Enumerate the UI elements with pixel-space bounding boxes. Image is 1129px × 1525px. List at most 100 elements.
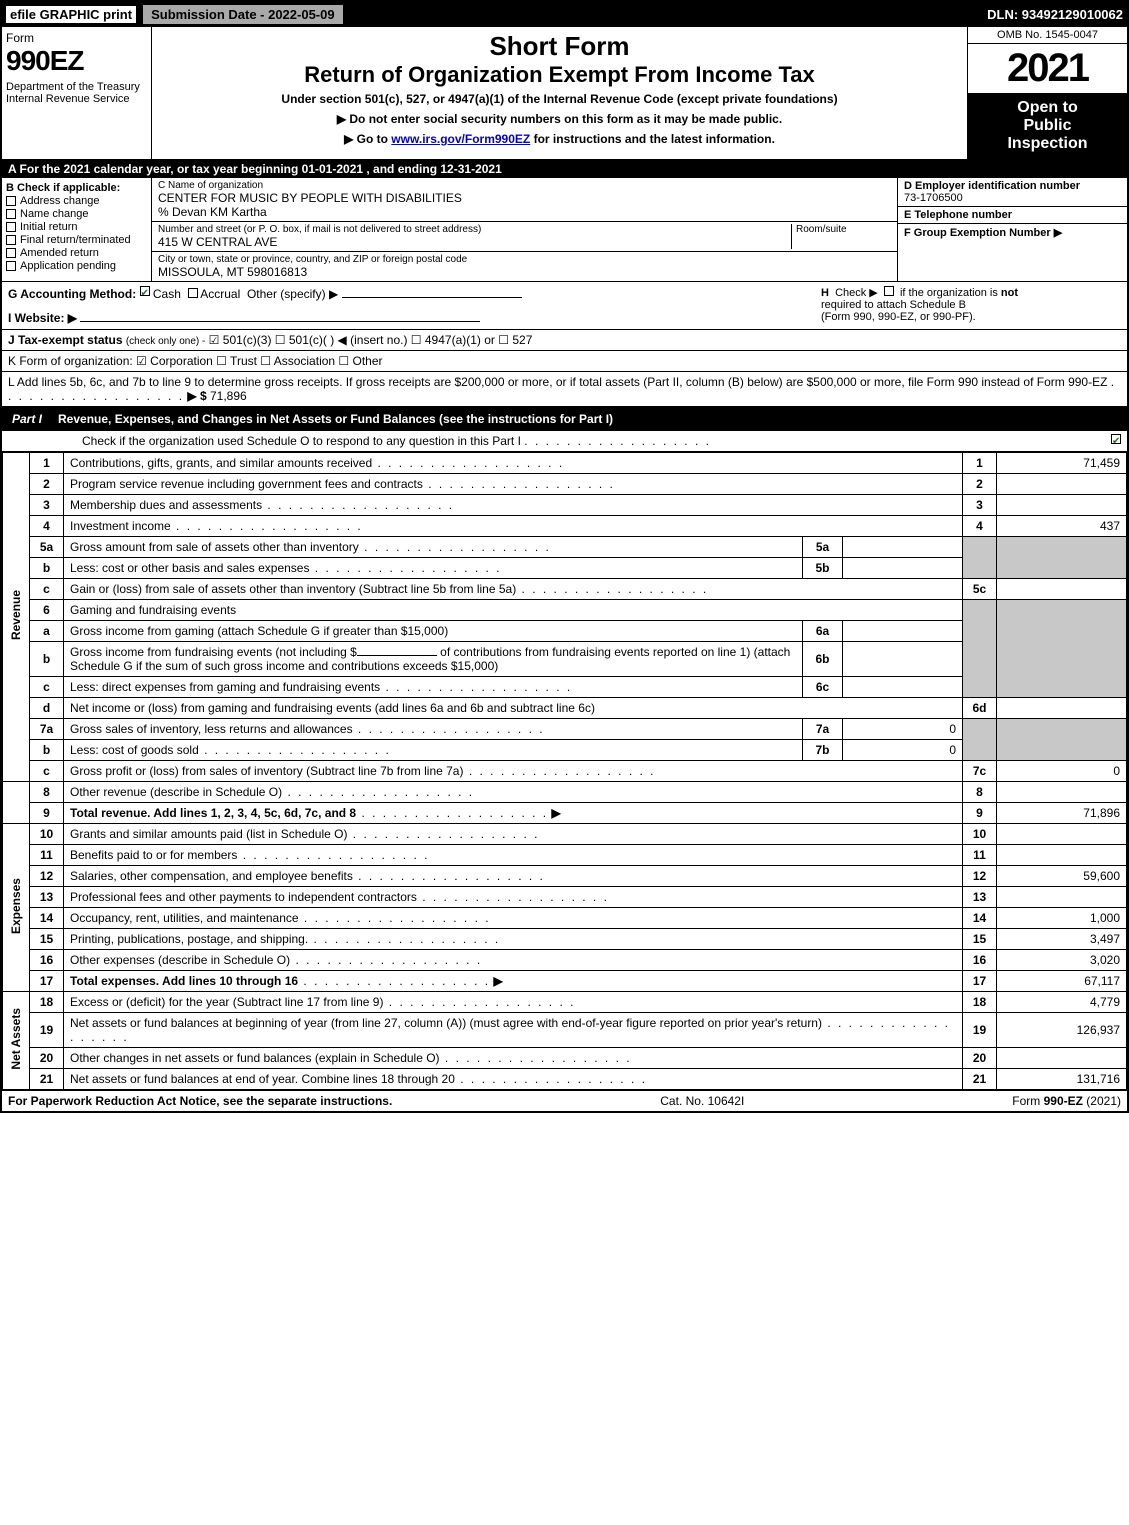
checkbox-icon[interactable] — [6, 235, 16, 245]
care-of: % Devan KM Kartha — [158, 205, 891, 219]
desc-19: Net assets or fund balances at beginning… — [64, 1013, 963, 1048]
sub-5b: 5b — [803, 558, 843, 579]
desc-14: Occupancy, rent, utilities, and maintena… — [64, 908, 963, 929]
num-20: 20 — [963, 1048, 997, 1069]
h-line2: required to attach Schedule B — [821, 299, 1121, 311]
num-10: 10 — [963, 824, 997, 845]
num-4: 4 — [963, 516, 997, 537]
irs-link[interactable]: www.irs.gov/Form990EZ — [391, 132, 530, 146]
checkbox-icon[interactable] — [6, 261, 16, 271]
l-value: 71,896 — [210, 389, 247, 403]
topbar: efile GRAPHIC print Submission Date - 20… — [2, 2, 1127, 27]
tel-block: E Telephone number — [898, 207, 1127, 224]
desc-6c: Less: direct expenses from gaming and fu… — [64, 677, 803, 698]
sub-7a: 7a — [803, 719, 843, 740]
desc-13: Professional fees and other payments to … — [64, 887, 963, 908]
ln-2: 2 — [30, 474, 64, 495]
desc-6: Gaming and fundraising events — [64, 600, 963, 621]
amt-10 — [997, 824, 1127, 845]
chk-final-return[interactable]: Final return/terminated — [6, 234, 147, 246]
submission-date-box: Submission Date - 2022-05-09 — [142, 4, 344, 25]
return-title: Return of Organization Exempt From Incom… — [156, 62, 963, 88]
checkbox-icon[interactable] — [6, 196, 16, 206]
num-12: 12 — [963, 866, 997, 887]
amt-12: 59,600 — [997, 866, 1127, 887]
part1-check-line: Check if the organization used Schedule … — [2, 431, 1127, 452]
ln-14: 14 — [30, 908, 64, 929]
footer-left: For Paperwork Reduction Act Notice, see … — [8, 1094, 392, 1108]
amt-11 — [997, 845, 1127, 866]
num-13: 13 — [963, 887, 997, 908]
instr2-post: for instructions and the latest informat… — [530, 132, 775, 146]
desc-6a: Gross income from gaming (attach Schedul… — [64, 621, 803, 642]
col-b-header: B Check if applicable: — [6, 182, 147, 194]
desc-7b: Less: cost of goods sold — [64, 740, 803, 761]
under-section: Under section 501(c), 527, or 4947(a)(1)… — [156, 92, 963, 106]
chk-accrual[interactable] — [188, 288, 198, 298]
omb-number: OMB No. 1545-0047 — [968, 27, 1127, 44]
header-right: OMB No. 1545-0047 2021 Open to Public In… — [967, 27, 1127, 159]
desc-6b: Gross income from fundraising events (no… — [64, 642, 803, 677]
checkbox-icon[interactable] — [6, 222, 16, 232]
num-1: 1 — [963, 453, 997, 474]
amt-17: 67,117 — [997, 971, 1127, 992]
sub-6c: 6c — [803, 677, 843, 698]
ln-18: 18 — [30, 992, 64, 1013]
desc-16: Other expenses (describe in Schedule O) — [64, 950, 963, 971]
tel-label: E Telephone number — [904, 209, 1121, 221]
checkbox-icon[interactable] — [6, 209, 16, 219]
amt-20 — [997, 1048, 1127, 1069]
chk-schedule-o[interactable] — [1111, 434, 1121, 444]
ln-6d: d — [30, 698, 64, 719]
chk-h[interactable] — [884, 286, 894, 296]
chk-initial-return[interactable]: Initial return — [6, 221, 147, 233]
num-6d: 6d — [963, 698, 997, 719]
ln-4: 4 — [30, 516, 64, 537]
section-bcd: B Check if applicable: Address change Na… — [2, 178, 1127, 282]
num-3: 3 — [963, 495, 997, 516]
checkbox-icon[interactable] — [6, 248, 16, 258]
ln-6: 6 — [30, 600, 64, 621]
desc-2: Program service revenue including govern… — [64, 474, 963, 495]
num-21: 21 — [963, 1069, 997, 1090]
ln-21: 21 — [30, 1069, 64, 1090]
contrib-amount-input[interactable] — [357, 655, 437, 656]
subval-5b — [843, 558, 963, 579]
chk-address-change[interactable]: Address change — [6, 195, 147, 207]
num-15: 15 — [963, 929, 997, 950]
num-17: 17 — [963, 971, 997, 992]
room-label: Room/suite — [796, 224, 891, 235]
header-left: Form 990EZ Department of the Treasury In… — [2, 27, 152, 159]
dept-treasury: Department of the Treasury Internal Reve… — [6, 81, 147, 105]
website-input[interactable] — [80, 321, 480, 322]
city-value: MISSOULA, MT 598016813 — [158, 265, 891, 279]
other-specify-input[interactable] — [342, 297, 522, 298]
instr-goto: ▶ Go to www.irs.gov/Form990EZ for instru… — [156, 132, 963, 146]
chk-application-pending[interactable]: Application pending — [6, 260, 147, 272]
revenue-sidebar: Revenue — [3, 453, 30, 782]
instr2-pre: ▶ Go to — [344, 132, 391, 146]
chk-amended-return[interactable]: Amended return — [6, 247, 147, 259]
ln-20: 20 — [30, 1048, 64, 1069]
accounting-method-line: G Accounting Method: Cash Accrual Other … — [8, 286, 821, 301]
footer-right: Form 990-EZ (2021) — [1012, 1094, 1121, 1108]
subval-6c — [843, 677, 963, 698]
expenses-sidebar: Expenses — [3, 824, 30, 992]
desc-21: Net assets or fund balances at end of ye… — [64, 1069, 963, 1090]
chk-cash[interactable] — [140, 286, 150, 296]
desc-3: Membership dues and assessments — [64, 495, 963, 516]
netassets-sidebar: Net Assets — [3, 992, 30, 1090]
num-8: 8 — [963, 782, 997, 803]
ln-15: 15 — [30, 929, 64, 950]
group-exemption-block: F Group Exemption Number ▶ — [898, 224, 1127, 241]
ln-7c: c — [30, 761, 64, 782]
amt-19: 126,937 — [997, 1013, 1127, 1048]
form-990ez-page: efile GRAPHIC print Submission Date - 20… — [0, 0, 1129, 1113]
amt-2 — [997, 474, 1127, 495]
ln-11: 11 — [30, 845, 64, 866]
part1-bar: Part I Revenue, Expenses, and Changes in… — [2, 407, 1127, 431]
ln-8: 8 — [30, 782, 64, 803]
form-number: 990EZ — [6, 45, 147, 77]
amt-3 — [997, 495, 1127, 516]
chk-name-change[interactable]: Name change — [6, 208, 147, 220]
